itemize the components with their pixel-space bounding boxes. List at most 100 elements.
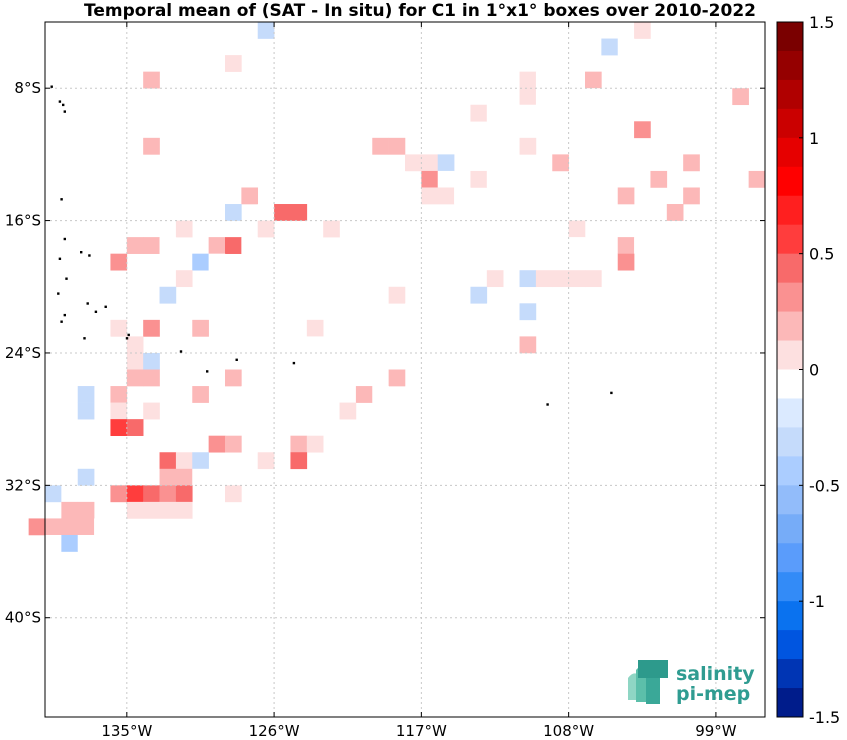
x-tick-label: 99°W bbox=[695, 722, 737, 740]
heatmap-cell bbox=[486, 170, 504, 188]
heatmap-cell bbox=[568, 270, 586, 288]
island-mark bbox=[63, 237, 66, 241]
heatmap-cell bbox=[519, 88, 537, 106]
heatmap-cell bbox=[486, 104, 504, 122]
y-tick-label: 32°S bbox=[5, 476, 41, 494]
heatmap-cell bbox=[126, 485, 144, 503]
y-tick-label: 40°S bbox=[5, 609, 41, 627]
heatmap-cell bbox=[306, 336, 324, 354]
heatmap-cell bbox=[535, 71, 553, 89]
heatmap-cell bbox=[732, 121, 749, 139]
heatmap-cell bbox=[61, 485, 79, 503]
heatmap-cell bbox=[274, 170, 291, 188]
heatmap-cell bbox=[225, 204, 242, 221]
heatmap-cell bbox=[159, 501, 177, 519]
heatmap-cell bbox=[45, 534, 62, 552]
heatmap-cell bbox=[306, 22, 324, 39]
heatmap-cell bbox=[208, 237, 226, 254]
heatmap-cell bbox=[454, 187, 471, 205]
heatmap-cell bbox=[241, 386, 259, 403]
heatmap-cell bbox=[617, 22, 635, 39]
x-axis-ticks: 135°W 126°W 117°W 108°W 99°W bbox=[101, 22, 737, 740]
heatmap-cell bbox=[470, 104, 488, 122]
island-mark bbox=[65, 277, 68, 280]
heatmap-cell bbox=[192, 253, 209, 271]
heatmap-cell bbox=[290, 319, 308, 337]
heatmap-cell bbox=[405, 303, 422, 321]
logo-line1: salinity bbox=[676, 663, 755, 685]
colorbar-tick-label: 1.5 bbox=[809, 13, 834, 32]
heatmap-cell bbox=[94, 518, 111, 536]
heatmap-cell bbox=[290, 452, 308, 470]
heatmap-cell bbox=[437, 154, 455, 172]
heatmap-cell bbox=[257, 170, 275, 188]
heatmap-cell bbox=[143, 286, 160, 304]
island-mark bbox=[58, 100, 62, 103]
heatmap-cell bbox=[61, 270, 79, 288]
heatmap-cell bbox=[535, 270, 553, 288]
colorbar-swatch bbox=[777, 659, 803, 689]
heatmap-cell bbox=[306, 319, 324, 337]
heatmap-cell bbox=[77, 386, 95, 403]
heatmap-cell bbox=[45, 402, 62, 420]
heatmap-cell bbox=[143, 452, 160, 470]
heatmap-cell bbox=[388, 286, 406, 304]
colorbar-swatch bbox=[777, 688, 803, 718]
heatmap-cell bbox=[339, 402, 357, 420]
heatmap-cell bbox=[110, 419, 128, 436]
heatmap-cell bbox=[257, 452, 275, 470]
heatmap-cell bbox=[126, 336, 144, 354]
heatmap-cell bbox=[568, 88, 586, 106]
y-tick-label: 24°S bbox=[5, 344, 41, 362]
heatmap-cell bbox=[192, 55, 209, 72]
heatmap-cell bbox=[274, 402, 291, 420]
heatmap-cell bbox=[61, 336, 79, 354]
heatmap-cell bbox=[143, 319, 160, 337]
heatmap-cell bbox=[421, 170, 439, 188]
colorbar-swatch bbox=[777, 485, 803, 515]
heatmap-cell bbox=[372, 369, 389, 387]
heatmap-cell bbox=[61, 352, 79, 370]
logo-line2: pi-mep bbox=[676, 683, 750, 705]
colorbar: 1.5 1 0.5 0 -0.5 -1 -1.5 bbox=[776, 13, 840, 727]
heatmap-cell bbox=[617, 237, 635, 254]
heatmap-cell bbox=[241, 286, 259, 304]
heatmap-cell bbox=[355, 352, 373, 370]
island-mark bbox=[88, 254, 91, 257]
chart-title: Temporal mean of (SAT - In situ) for C1 … bbox=[84, 1, 756, 21]
heatmap-cell bbox=[323, 352, 340, 370]
island-mark bbox=[104, 305, 107, 308]
heatmap-cell bbox=[241, 237, 259, 254]
heatmap-cell bbox=[143, 501, 160, 519]
colorbar-swatch bbox=[777, 195, 803, 226]
heatmap-cell bbox=[405, 154, 422, 172]
heatmap-cell bbox=[732, 88, 749, 106]
colorbar-ticks: 1.5 1 0.5 0 -0.5 -1 -1.5 bbox=[799, 13, 840, 727]
heatmap-cell bbox=[486, 71, 504, 89]
heatmap-cell bbox=[437, 187, 455, 205]
heatmap-cell bbox=[405, 352, 422, 370]
y-tick-label: 16°S bbox=[5, 212, 41, 230]
heatmap-cell bbox=[274, 204, 291, 221]
heatmap-cell bbox=[650, 71, 668, 89]
heatmap-cell bbox=[552, 154, 569, 172]
colorbar-swatch bbox=[777, 137, 803, 168]
colorbar-swatch bbox=[777, 514, 803, 544]
colorbar-tick-label: -0.5 bbox=[809, 476, 840, 495]
heatmap-cell bbox=[650, 170, 668, 188]
colorbar-swatch bbox=[777, 369, 803, 399]
colorbar-swatch bbox=[777, 572, 803, 602]
heatmap-cells bbox=[28, 22, 766, 552]
heatmap-cell bbox=[110, 485, 128, 503]
heatmap-cell bbox=[110, 402, 128, 420]
heatmap-cell bbox=[61, 534, 79, 552]
heatmap-cell bbox=[110, 386, 128, 403]
colorbar-swatch bbox=[777, 427, 803, 457]
heatmap-cell bbox=[306, 170, 324, 188]
heatmap-cell bbox=[323, 369, 340, 387]
island-mark bbox=[83, 337, 86, 340]
heatmap-cell bbox=[143, 71, 160, 89]
heatmap-cell bbox=[126, 352, 144, 370]
heatmap-cell bbox=[421, 154, 439, 172]
heatmap-cell bbox=[257, 204, 275, 221]
